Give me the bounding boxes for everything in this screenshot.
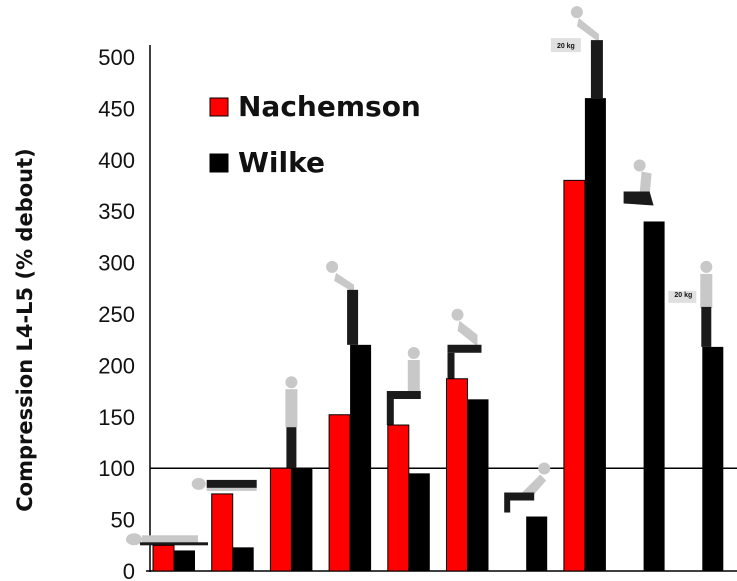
posture-figure-8 <box>623 159 654 206</box>
posture-figure-3 <box>326 260 359 345</box>
bar-wilke-9 <box>702 346 724 571</box>
bar-wilke-2 <box>291 468 313 571</box>
y-tick-label: 150 <box>98 405 135 430</box>
y-tick-label: 400 <box>98 148 135 173</box>
bar-wilke-8 <box>643 221 665 572</box>
legend-swatch-wilke <box>209 153 229 173</box>
bar-wilke-5 <box>467 399 489 571</box>
bar-wilke-1 <box>232 547 254 571</box>
posture-figures: 20 kg 20 kg <box>126 6 713 546</box>
legend-label-nachemson: Nachemson <box>238 90 421 123</box>
posture-figure-5 <box>447 308 482 379</box>
y-tick-label: 0 <box>123 559 135 581</box>
bar-nachemson-1 <box>211 493 234 572</box>
weight-label: 20 kg <box>674 292 692 299</box>
bar-nachemson-7 <box>563 179 586 572</box>
bar-wilke-6 <box>526 516 548 571</box>
bars <box>152 98 724 572</box>
bar-wilke-4 <box>408 473 430 571</box>
posture-figure-7 <box>550 6 603 99</box>
y-axis-ticks: 0 50 100 150 200 250 300 350 400 450 500 <box>98 45 135 581</box>
posture-figure-0 <box>126 533 208 546</box>
bar-nachemson-0 <box>152 544 175 572</box>
y-tick-label: 100 <box>98 456 135 481</box>
y-axis-label: Compression L4-L5 (% debout) <box>13 148 37 512</box>
y-tick-label: 300 <box>98 251 135 276</box>
y-tick-label: 250 <box>98 302 135 327</box>
posture-figure-6 <box>504 462 551 513</box>
bar-nachemson-4 <box>387 424 410 572</box>
posture-figure-2 <box>285 376 298 469</box>
bar-wilke-7 <box>584 98 606 572</box>
posture-figure-9 <box>668 260 713 347</box>
posture-figure-4 <box>386 347 421 426</box>
y-tick-label: 50 <box>111 508 135 533</box>
bar-nachemson-5 <box>446 378 468 572</box>
legend-label-wilke: Wilke <box>238 146 325 179</box>
weight-label: 20 kg <box>557 43 575 50</box>
y-tick-label: 200 <box>98 353 135 378</box>
legend-swatch-nachemson <box>209 97 229 117</box>
legend: Nachemson Wilke <box>209 90 421 179</box>
y-tick-label: 350 <box>98 199 135 224</box>
bar-nachemson-3 <box>328 414 351 572</box>
bar-wilke-0 <box>174 550 195 571</box>
posture-figure-1 <box>191 477 257 491</box>
y-tick-label: 500 <box>98 45 135 70</box>
bar-wilke-3 <box>350 344 372 571</box>
y-tick-label: 450 <box>98 96 135 121</box>
bar-nachemson-2 <box>269 467 292 572</box>
